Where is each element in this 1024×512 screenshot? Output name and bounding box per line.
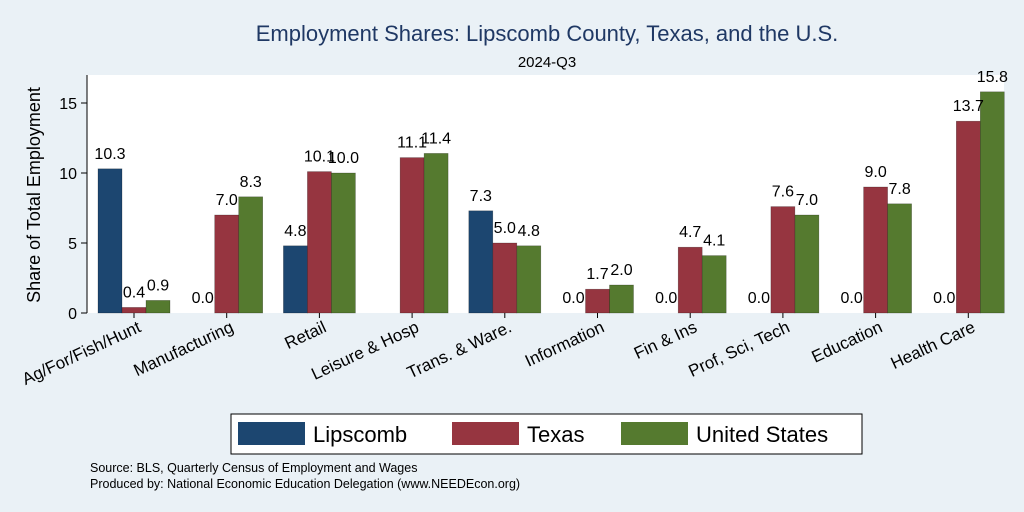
legend-box <box>230 413 863 455</box>
value-label-lipscomb: 0.0 <box>562 290 584 307</box>
value-label-united-states: 4.8 <box>518 223 540 240</box>
bars-layer <box>97 91 1005 314</box>
value-labels-layer: 10.30.4 0.90.07.08.34.810.110.011.111.47.… <box>94 69 1008 307</box>
value-label-lipscomb: 10.3 <box>94 146 125 163</box>
y-tick-label: 0 <box>68 306 77 323</box>
bar-united-states <box>979 91 1005 314</box>
bar-texas <box>307 171 332 314</box>
value-label-texas: 9.0 <box>864 164 886 181</box>
value-label-united-states: 11.4 <box>421 130 451 147</box>
value-label-texas: 1.7 <box>586 266 608 283</box>
bar-texas <box>492 242 518 314</box>
value-label-texas: 11.1 <box>397 135 427 152</box>
value-label-texas: 4.7 <box>679 224 701 241</box>
y-ticks: 0 5 10 15 <box>59 96 87 323</box>
value-label-united-states: 0.9 <box>147 277 169 294</box>
value-label-united-states: 7.8 <box>888 181 910 198</box>
value-label-lipscomb: 0.0 <box>748 290 770 307</box>
bar-texas <box>214 214 239 314</box>
value-label-texas: 0.4 <box>123 284 145 301</box>
bar-united-states <box>609 284 634 314</box>
bar-united-states <box>238 196 263 314</box>
source-note: Source: BLS, Quarterly Census of Employm… <box>90 461 417 475</box>
bar-lipscomb <box>97 168 123 314</box>
bar-united-states <box>701 255 727 314</box>
value-label-united-states: 4.1 <box>703 233 725 250</box>
value-label-texas: 7.0 <box>216 192 238 209</box>
value-label-lipscomb: 7.3 <box>470 188 492 205</box>
bar-lipscomb <box>283 245 308 314</box>
bar-texas <box>399 157 425 314</box>
value-label-united-states: 2.0 <box>610 262 632 279</box>
value-label-united-states: 8.3 <box>240 174 262 191</box>
legend-swatch-lipscomb <box>238 422 305 445</box>
bar-texas <box>585 288 610 314</box>
producer-note: Produced by: National Economic Education… <box>90 477 520 491</box>
bar-texas <box>121 307 147 314</box>
legend-label-lipscomb: Lipscomb <box>313 422 407 447</box>
value-label-texas: 5.0 <box>494 220 516 237</box>
legend-label-texas: Texas <box>527 422 584 447</box>
chart-subtitle: 2024-Q3 <box>518 54 576 71</box>
bar-united-states <box>331 172 356 314</box>
bar-texas <box>677 246 703 314</box>
value-label-lipscomb: 0.0 <box>933 290 955 307</box>
bar-lipscomb <box>468 210 494 314</box>
y-tick-label: 10 <box>59 166 77 183</box>
bar-united-states <box>794 214 820 314</box>
legend-label-united-states: United States <box>696 422 828 447</box>
chart-title: Employment Shares: Lipscomb County, Texa… <box>256 21 838 46</box>
y-tick-label: 15 <box>59 96 77 113</box>
value-label-united-states: 10.0 <box>328 150 359 167</box>
value-label-texas: 10.1 <box>304 149 335 166</box>
value-label-texas: 7.6 <box>772 184 794 201</box>
bar-united-states <box>516 245 542 314</box>
value-label-texas: 13.7 <box>953 98 984 115</box>
value-label-united-states: 7.0 <box>796 192 818 209</box>
legend-swatch-united-states <box>621 422 688 445</box>
value-label-united-states: 15.8 <box>977 69 1008 86</box>
y-axis-label: Share of Total Employment <box>24 87 44 303</box>
value-label-lipscomb: 4.8 <box>284 223 306 240</box>
bar-texas <box>863 186 888 314</box>
bar-united-states <box>887 203 912 314</box>
value-label-lipscomb: 0.0 <box>840 290 862 307</box>
legend-swatch-texas <box>452 422 519 445</box>
legend: Lipscomb Texas United States <box>230 413 863 455</box>
value-label-lipscomb: 0.0 <box>192 290 214 307</box>
bar-united-states <box>423 153 449 314</box>
bar-united-states <box>145 300 171 314</box>
y-tick-label: 5 <box>68 236 77 253</box>
bar-texas <box>770 206 796 314</box>
value-label-lipscomb: 0.0 <box>655 290 677 307</box>
bar-texas <box>955 120 981 314</box>
